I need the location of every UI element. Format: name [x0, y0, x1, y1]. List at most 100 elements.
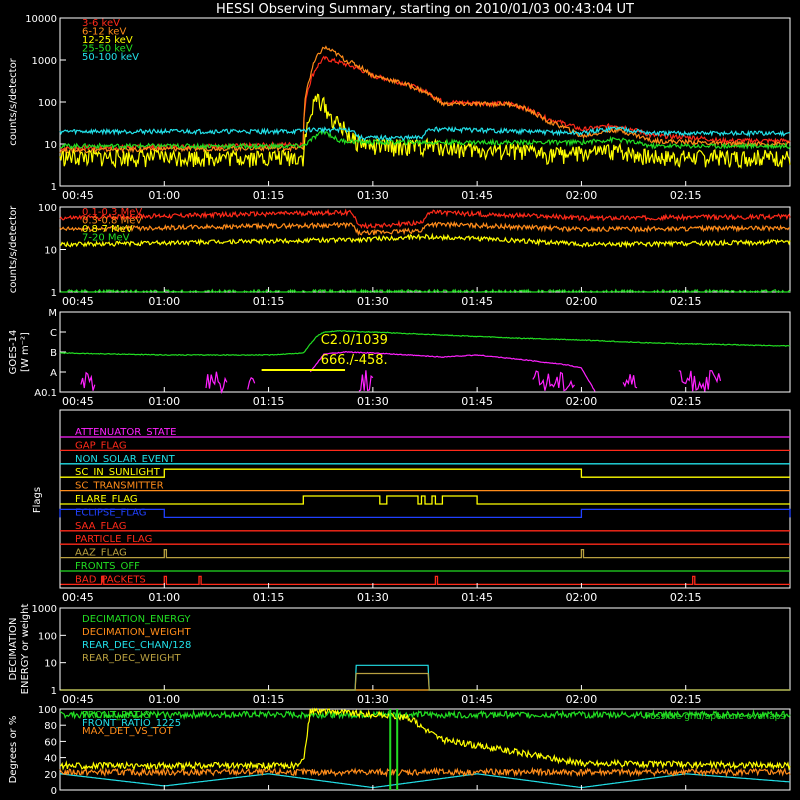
series-line — [59, 707, 791, 771]
x-tick-label: 01:15 — [253, 693, 285, 706]
flag-label: FRONTS_OFF — [75, 561, 140, 572]
annotation-position: 666./-458. — [321, 353, 388, 368]
x-tick-label: 02:15 — [670, 693, 702, 706]
series-line — [60, 232, 791, 249]
x-tick-label: 02:00 — [566, 591, 598, 604]
panel-frame — [59, 708, 791, 791]
y-tick-label: 0 — [51, 786, 57, 797]
x-tick-label: 01:00 — [148, 395, 180, 408]
flag-label: SC_IN_SUNLIGHT — [75, 467, 161, 478]
y-tick-label: 10 — [44, 659, 57, 670]
legend-entry: 7-20 MeV — [82, 233, 130, 244]
panel-flags: Flags ATTENUATOR_STATE GAP_FLAG NON_SOLAR_E… — [32, 409, 791, 604]
y-tick-label: 1 — [51, 686, 57, 697]
flag-label: AAZ_FLAG — [75, 548, 127, 559]
x-tick-label: 02:15 — [670, 395, 702, 408]
y-tick-label: 1000 — [32, 56, 57, 67]
flag-label: SAA_FLAG — [75, 521, 126, 532]
series-line — [59, 130, 791, 151]
flag-line — [59, 508, 791, 519]
annotation-peak-class: C2.0/1039 — [321, 333, 388, 348]
series-line — [60, 672, 790, 691]
y-axis-label: Flags — [32, 487, 43, 513]
y-tick-label: 100 — [38, 98, 57, 109]
x-tick-label: 01:30 — [357, 693, 389, 706]
x-tick-label: 02:00 — [566, 189, 598, 202]
legend-entry: 25-50 keV — [82, 44, 133, 55]
y-axis-label-2: [W m⁻²] — [20, 332, 31, 372]
y-axis-label: counts/s/detector — [8, 205, 19, 293]
flag-line — [60, 575, 790, 586]
y-tick-label: 40 — [44, 754, 57, 765]
x-tick-label: 01:15 — [253, 295, 285, 308]
series-line — [309, 350, 596, 392]
x-tick-label: 01:45 — [461, 295, 493, 308]
x-tick-label: 00:45 — [62, 395, 94, 408]
y-tick-label: 20 — [44, 770, 57, 781]
series-line — [59, 125, 791, 142]
x-tick-label: 01:15 — [253, 395, 285, 408]
series-line — [59, 208, 791, 229]
x-tick-label: 01:30 — [357, 189, 389, 202]
legend-entry: 0.3-0.8 MeV — [82, 216, 142, 227]
x-tick-label: 01:45 — [461, 395, 493, 408]
series-spikes — [358, 370, 374, 392]
y-tick-label: A — [50, 368, 57, 379]
x-tick-label: 01:45 — [461, 189, 493, 202]
y-axis-label: DECIMATION — [8, 617, 19, 680]
legend-entry: DECIMATION_ENERGY — [82, 614, 191, 625]
x-tick-label: 01:15 — [253, 591, 285, 604]
flag-label: GAP_FLAG — [75, 440, 127, 451]
x-tick-label: 01:30 — [357, 395, 389, 408]
flag-line — [60, 468, 790, 478]
y-tick-label: 10 — [44, 246, 57, 257]
panel-lo: 1 10 100 1000 10000 counts/s/detector 3-6 keV6… — [8, 14, 791, 202]
x-tick-label: 02:00 — [566, 295, 598, 308]
y-tick-label: 80 — [44, 721, 57, 732]
x-tick-label: 01:00 — [148, 591, 180, 604]
flag-line — [60, 548, 790, 559]
x-tick-label: 01:45 — [461, 693, 493, 706]
y-tick-label: A0.1 — [34, 388, 57, 399]
flag-label: NON_SOLAR_EVENT — [75, 454, 176, 465]
y-tick-label: 1 — [51, 288, 57, 299]
legend-entry: 50-100 keV — [82, 52, 139, 63]
legend-entry: 0.8-7 MeV — [82, 224, 133, 235]
legend-entry: MAX_DET_VS_TOT — [82, 726, 174, 737]
y-tick-label: 1 — [51, 182, 57, 193]
legend-entry: 12-25 keV — [82, 35, 133, 46]
x-tick-label: 00:45 — [62, 295, 94, 308]
y-tick-label: 10 — [44, 140, 57, 151]
y-tick-label: 10000 — [25, 14, 57, 25]
panel-hi: 1 10 100 counts/s/detector 0.1-0.3 MeV0.3-0.… — [8, 203, 791, 308]
x-tick-label: 02:15 — [670, 295, 702, 308]
flag-label: BAD_PACKETS — [75, 574, 146, 585]
panel-dec: 1 10 100 1000 DECIMATION ENERGY or weight DECI… — [8, 604, 791, 706]
y-tick-label: 60 — [44, 737, 57, 748]
y-tick-label: 100 — [38, 631, 57, 642]
series-line — [59, 45, 790, 155]
legend-entry: FRONT_RATIO — [82, 710, 151, 721]
y-tick-label: C — [50, 328, 57, 339]
y-tick-label: 100 — [38, 705, 57, 716]
y-tick-label: 100 — [38, 203, 57, 214]
y-tick-label: B — [50, 348, 57, 359]
legend-entry: 0.1-0.3 MeV — [82, 207, 142, 218]
figure-title: HESSI Observing Summary, starting on 201… — [216, 2, 634, 17]
y-axis-label-2: ENERGY or weight — [20, 604, 31, 695]
x-tick-label: 00:45 — [62, 591, 94, 604]
x-tick-label: 01:30 — [357, 591, 389, 604]
series-spikes — [80, 371, 96, 391]
legend-entry: REAR_DEC_CHAN/128 — [82, 640, 191, 651]
flag-label: ECLIPSE_FLAG — [75, 507, 146, 518]
series-spikes — [622, 374, 638, 389]
legend-entry: 3-6 keV — [82, 18, 120, 29]
y-tick-label: M — [48, 308, 57, 319]
flag-label: FLARE_FLAG — [75, 494, 138, 505]
flag-label: SC_TRANSMITTER — [75, 481, 164, 492]
panel-note: Possible grid/aperture overlaps — [645, 712, 785, 722]
series-spikes — [247, 376, 256, 390]
series-line — [59, 766, 791, 778]
